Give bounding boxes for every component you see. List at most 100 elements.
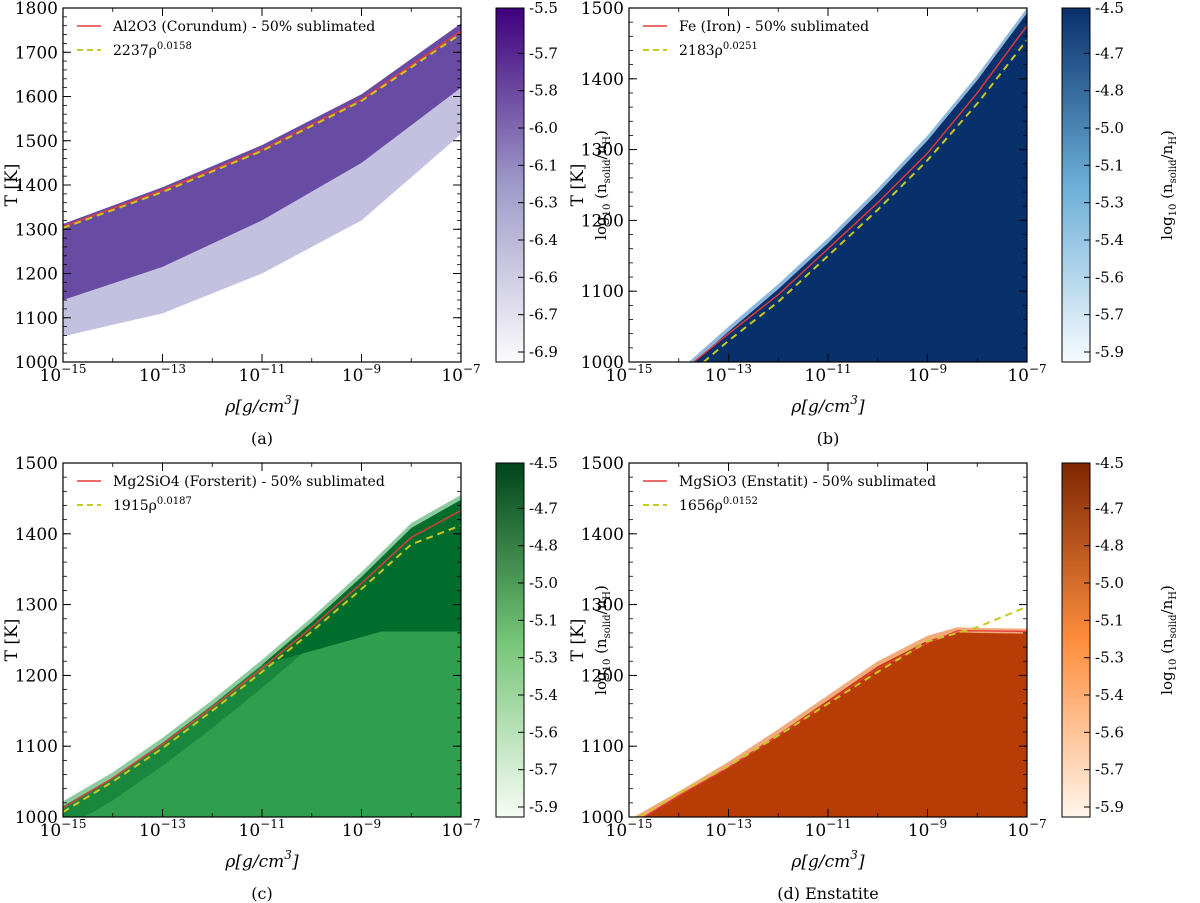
colorbar-label: log10 (nsolid/nH) — [1158, 585, 1179, 695]
colorbar-tick-label: -4.7 — [529, 499, 558, 517]
x-tick-label: 10−9 — [342, 362, 381, 386]
x-tick-exponent: −7 — [463, 817, 481, 831]
panel-caption: (c) — [251, 884, 272, 903]
data-region — [633, 605, 1027, 817]
colorbar-tick-label: -5.4 — [1095, 686, 1124, 704]
legend-entry: 1656ρ0.0152 — [679, 496, 758, 514]
x-axis-label-sup: 3 — [284, 393, 292, 407]
cb-label-close: ) — [592, 585, 610, 591]
sublimation-line — [63, 30, 461, 228]
colorbar-tick-label: -4.5 — [1095, 454, 1124, 472]
legend-name: MgSiO3 (Enstatit) - 50% sublimated — [679, 474, 936, 490]
x-axis-label-main: ρ[g/cm — [224, 397, 284, 417]
cb-label-sub10: 10 — [1168, 204, 1179, 217]
x-axis-label-end: ] — [857, 397, 865, 417]
colorbar-tick-label: -4.8 — [1095, 537, 1124, 555]
x-tick-exponent: −11 — [826, 362, 851, 376]
panel-caption: (d) Enstatite — [777, 884, 878, 903]
cb-label-sub10: 10 — [602, 659, 613, 672]
x-tick-label: 10−7 — [1007, 362, 1046, 386]
y-tick-label: 1700 — [15, 43, 58, 63]
y-tick-label: 1400 — [581, 70, 624, 90]
x-axis-label-main: ρ[g/cm — [790, 852, 850, 872]
y-tick-label: 1300 — [15, 220, 58, 240]
cb-label-solid: solid — [602, 614, 613, 639]
x-tick-label: 10−9 — [908, 362, 947, 386]
legend-coef: 1656ρ — [679, 498, 723, 514]
legend: Mg2SiO4 (Forsterit) - 50% sublimated 1915… — [77, 474, 385, 514]
x-tick-label: 10−11 — [239, 362, 286, 386]
colorbar-tick-label: -5.0 — [529, 574, 558, 592]
x-tick-exponent: −11 — [826, 817, 851, 831]
colorbar — [1061, 462, 1091, 818]
cb-label-close: ) — [1158, 585, 1176, 591]
y-tick-label: 1100 — [581, 737, 624, 757]
y-axis-label: T [K] — [2, 164, 22, 207]
colorbar-tick-label: -5.6 — [1095, 723, 1124, 741]
x-tick-label: 10−15 — [40, 362, 87, 386]
cb-label-solid: solid — [602, 159, 613, 184]
colorbar-tick-label: -5.4 — [1095, 231, 1124, 249]
sublimation-line — [63, 509, 461, 809]
cb-label-log: log — [592, 216, 610, 240]
legend-entry: Fe (Iron) - 50% sublimated — [679, 19, 869, 35]
colorbar-tick-label: -5.5 — [529, 0, 558, 17]
legend: MgSiO3 (Enstatit) - 50% sublimated 1656ρ0… — [643, 474, 936, 514]
y-axis-label: T [K] — [568, 164, 588, 207]
colorbar-tick-label: -5.6 — [529, 723, 558, 741]
x-axis-label-main: ρ[g/cm — [790, 397, 850, 417]
colorbar-tick-label: -6.1 — [529, 156, 558, 174]
y-tick-label: 1200 — [581, 211, 624, 231]
colorbar-tick-label: -5.9 — [1095, 343, 1124, 361]
x-tick-exponent: −13 — [727, 362, 752, 376]
dense-band — [63, 23, 461, 301]
x-tick-base: 10 — [908, 821, 930, 841]
colorbar-tick-label: -5.9 — [529, 798, 558, 816]
legend-exp: 0.0251 — [723, 41, 758, 52]
x-tick-label: 10−13 — [139, 817, 186, 841]
x-tick-base: 10 — [705, 821, 727, 841]
y-tick-label: 1500 — [15, 454, 58, 474]
x-tick-exponent: −13 — [161, 362, 186, 376]
cb-label-mid: /n — [1158, 144, 1176, 159]
colorbar-tick-label: -5.8 — [529, 82, 558, 100]
x-axis-label: ρ[g/cm3] — [224, 393, 299, 417]
x-tick-label: 10−15 — [606, 362, 653, 386]
cb-label-open: (n — [1158, 183, 1176, 204]
legend: Fe (Iron) - 50% sublimated 2183ρ0.0251 — [643, 19, 869, 59]
cb-label-close: ) — [1158, 130, 1176, 136]
cb-label-mid: /n — [592, 144, 610, 159]
x-axis-label-sup: 3 — [850, 848, 858, 862]
legend-entry: Mg2SiO4 (Forsterit) - 50% sublimated — [113, 474, 385, 490]
cb-label-log: log — [1158, 216, 1176, 240]
cb-label-open: (n — [592, 183, 610, 204]
x-axis-label-end: ] — [291, 397, 299, 417]
data-region — [63, 23, 461, 337]
x-tick-label: 10−13 — [705, 817, 752, 841]
cb-label-h: H — [602, 136, 613, 145]
x-tick-exponent: −15 — [61, 817, 86, 831]
x-tick-base: 10 — [606, 821, 628, 841]
x-tick-exponent: −13 — [161, 817, 186, 831]
cb-label-mid: /n — [592, 599, 610, 614]
fit-line — [63, 524, 461, 813]
cb-label-open: (n — [1158, 638, 1176, 659]
colorbar-tick-label: -5.6 — [1095, 268, 1124, 286]
x-tick-base: 10 — [805, 366, 827, 386]
colorbar-tick-label: -5.1 — [1095, 156, 1124, 174]
x-tick-label: 10−13 — [139, 362, 186, 386]
cb-label-h: H — [602, 591, 613, 600]
legend-entry: 2183ρ0.0251 — [679, 41, 758, 59]
colorbar-tick-label: -4.5 — [1095, 0, 1124, 17]
legend-coef: 2183ρ — [679, 43, 723, 59]
x-tick-exponent: −9 — [929, 362, 947, 376]
cb-label-solid: solid — [1168, 159, 1179, 184]
legend-entry: 2237ρ0.0158 — [113, 41, 192, 59]
colorbar-tick-label: -5.4 — [529, 686, 558, 704]
y-tick-label: 1000 — [581, 353, 624, 373]
colorbar-tick-label: -5.1 — [529, 611, 558, 629]
x-tick-label: 10−7 — [1007, 817, 1046, 841]
x-tick-base: 10 — [239, 821, 261, 841]
x-tick-base: 10 — [1007, 366, 1029, 386]
